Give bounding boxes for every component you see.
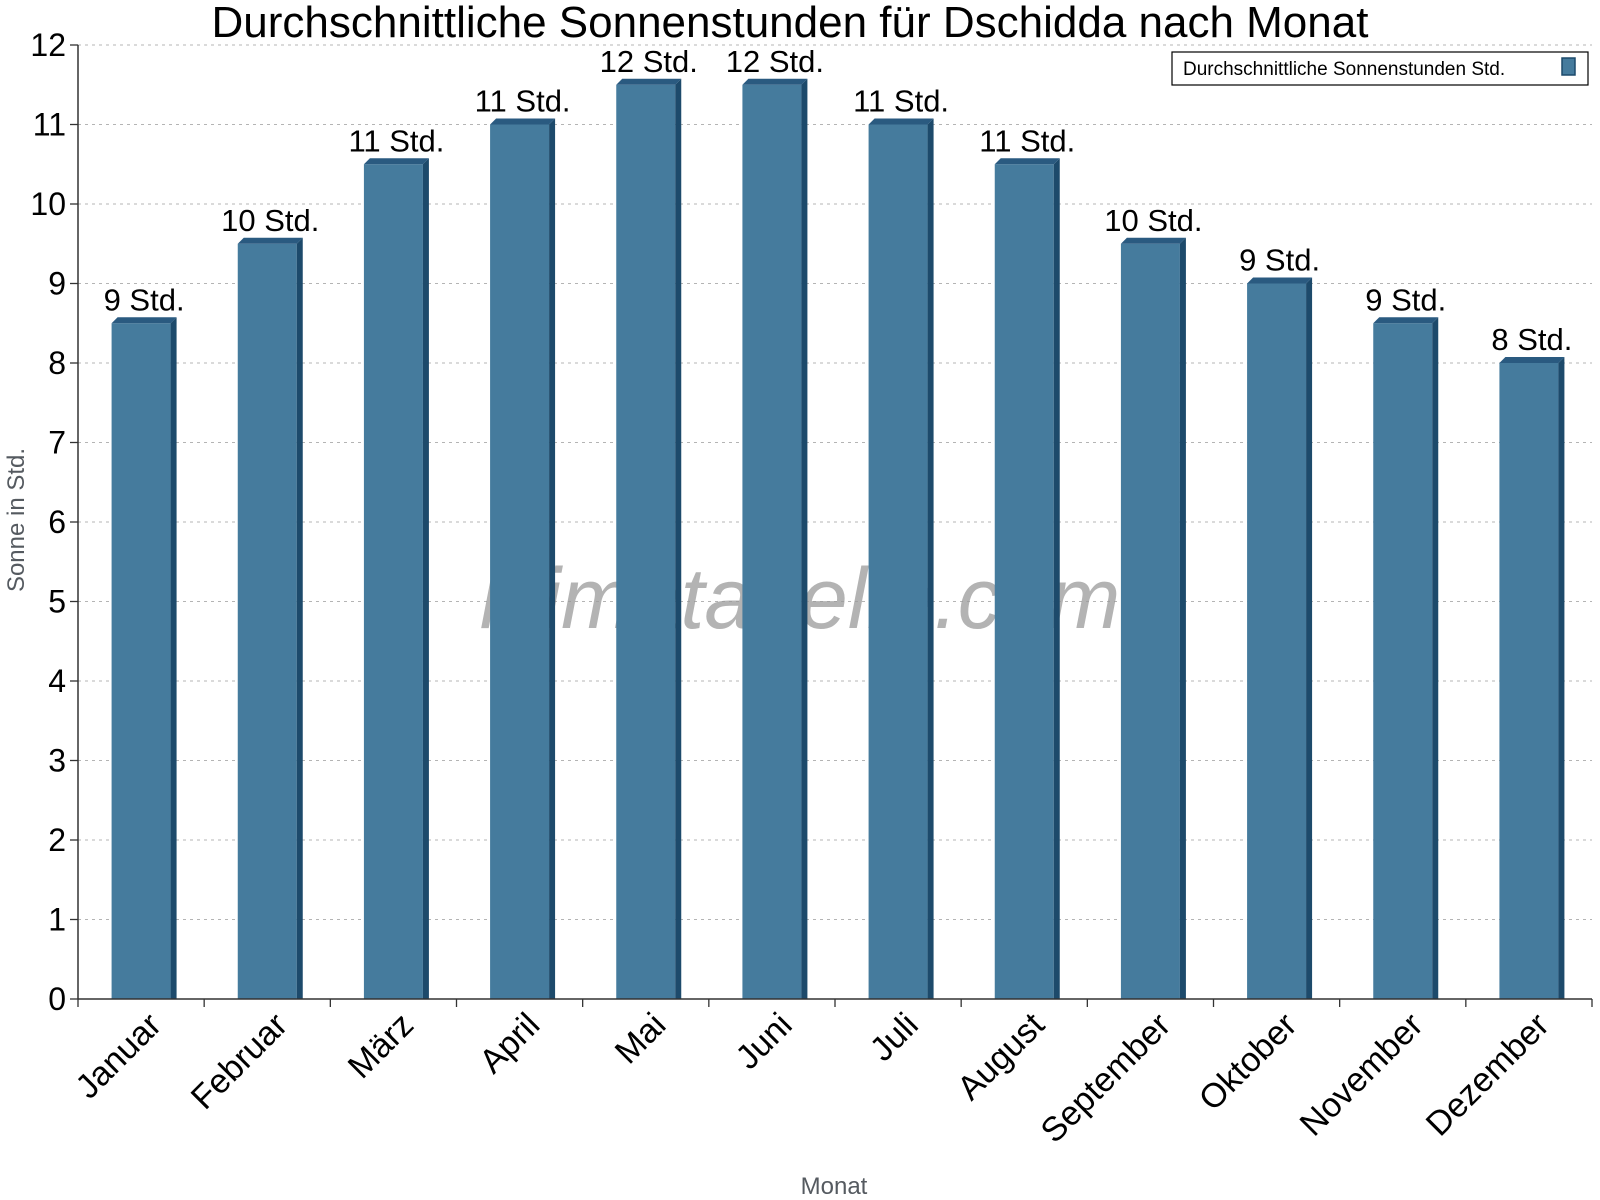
x-tick-label: Juni: [729, 1006, 800, 1077]
y-tick-label: 11: [33, 107, 66, 143]
bar-november: [1373, 317, 1439, 999]
bar-top: [994, 158, 1060, 165]
bar-top: [1373, 317, 1439, 324]
data-label: 11 Std.: [475, 84, 571, 119]
x-tick-label: August: [950, 1005, 1052, 1107]
y-tick-label: 10: [30, 186, 66, 222]
x-axis-label: Monat: [801, 1173, 868, 1200]
bar-front: [742, 84, 802, 999]
y-tick-label: 12: [30, 27, 66, 63]
x-tick-label: März: [341, 1006, 421, 1086]
bar-juni: [742, 78, 808, 999]
y-tick-label: 7: [48, 425, 66, 461]
bar-top: [616, 78, 682, 85]
y-tick-label: 1: [48, 902, 66, 938]
legend-swatch: [1561, 57, 1576, 76]
bar-side: [1179, 237, 1186, 999]
legend: Durchschnittliche Sonnenstunden Std.: [1171, 51, 1589, 86]
bar-side: [1053, 158, 1060, 999]
x-tick-label: November: [1293, 1006, 1431, 1144]
bar-front: [1499, 363, 1559, 999]
bar-april: [490, 118, 556, 999]
bar-top: [868, 118, 934, 125]
y-tick-label: 6: [48, 504, 66, 540]
data-label: 12 Std.: [726, 44, 824, 79]
bar-front: [616, 84, 676, 999]
bar-dezember: [1499, 357, 1565, 999]
y-axis-label: Sonne in Std.: [3, 448, 30, 592]
bar-front: [1373, 323, 1433, 999]
data-label: 10 Std.: [221, 203, 319, 238]
y-tick-label: 5: [48, 584, 66, 620]
bar-front: [237, 243, 297, 999]
bar-top: [1247, 277, 1313, 284]
grid-lines: [78, 44, 1592, 920]
data-label: 11 Std.: [979, 123, 1075, 158]
x-tick-label: Oktober: [1192, 1006, 1304, 1118]
axes: [70, 44, 1593, 1007]
bar-oktober: [1247, 277, 1313, 999]
bar-front: [1120, 243, 1180, 999]
legend-box: [1171, 51, 1589, 86]
data-label: 12 Std.: [600, 44, 698, 79]
x-tick-label: Mai: [608, 1006, 674, 1072]
x-tick-label: April: [472, 1006, 547, 1081]
bar-side: [1432, 317, 1439, 999]
bar-side: [927, 118, 934, 999]
x-tick-label: Dezember: [1419, 1006, 1557, 1144]
bar-front: [1247, 283, 1307, 999]
y-tick-label: 3: [48, 743, 66, 779]
chart-title: Durchschnittliche Sonnenstunden für Dsch…: [212, 0, 1369, 47]
y-tick-label: 0: [48, 981, 66, 1017]
bar-side: [422, 158, 429, 999]
bar-februar: [237, 237, 303, 999]
bar-top: [1499, 357, 1565, 363]
bar-mai: [616, 78, 682, 999]
bar-front: [363, 164, 423, 999]
x-tick-label: Februar: [184, 1006, 295, 1117]
data-label: 11 Std.: [348, 123, 444, 158]
x-axis-ticks: Januar Februar März April Mai Juni Juli AugustS…: [68, 1005, 1556, 1150]
bar-september: [1120, 237, 1186, 999]
y-tick-label: 8: [48, 345, 66, 381]
x-tick-label: Januar: [68, 1006, 168, 1106]
bar-front: [490, 124, 550, 999]
data-label: 10 Std.: [1104, 203, 1202, 238]
bar-side: [296, 237, 303, 999]
bar-top: [742, 78, 808, 85]
bar-front: [994, 164, 1054, 999]
bar-januar: [111, 317, 177, 999]
y-tick-label: 9: [48, 266, 66, 302]
bar-side: [801, 78, 808, 999]
bar-top: [111, 317, 177, 324]
bar-top: [1120, 237, 1186, 244]
data-label: 9 Std.: [1239, 243, 1320, 278]
y-tick-label: 2: [48, 822, 66, 858]
bar-august: [994, 158, 1060, 999]
data-label: 11 Std.: [853, 84, 949, 119]
x-tick-label: Juli: [863, 1006, 926, 1069]
legend-label: Durchschnittliche Sonnenstunden Std.: [1183, 59, 1505, 80]
bar-märz: [363, 158, 429, 999]
bar-front: [868, 124, 928, 999]
bar-top: [363, 158, 429, 165]
bar-front: [111, 323, 171, 999]
bar-side: [1558, 357, 1565, 999]
data-label: 9 Std.: [1365, 282, 1446, 317]
bars: [111, 78, 1565, 999]
bar-side: [170, 317, 177, 999]
data-label: 9 Std.: [104, 282, 185, 317]
bar-juli: [868, 118, 934, 999]
bar-side: [1306, 277, 1313, 999]
data-labels: 9 Std. 10 Std. 11 Std. 11 Std. 12 Std. 12 Std…: [104, 44, 1573, 357]
bar-top: [490, 118, 556, 125]
bar-top: [237, 237, 303, 244]
data-label: 8 Std.: [1491, 322, 1572, 357]
bar-side: [675, 78, 682, 999]
bar-side: [549, 118, 556, 999]
y-tick-label: 4: [48, 663, 66, 699]
x-tick-label: September: [1034, 1006, 1178, 1150]
